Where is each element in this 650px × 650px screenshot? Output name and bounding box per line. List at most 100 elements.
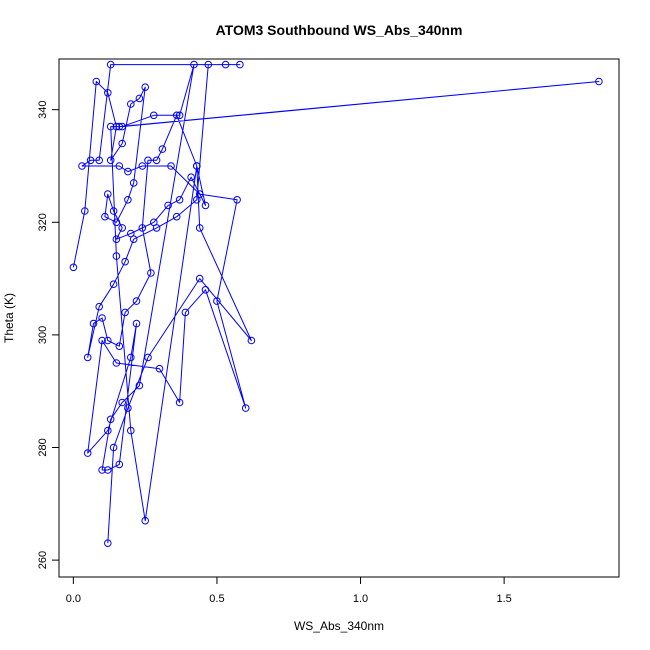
data-point xyxy=(106,60,115,69)
data-point xyxy=(175,398,184,407)
data-point xyxy=(86,156,95,165)
y-tick-label: 280 xyxy=(37,438,49,456)
data-point xyxy=(141,83,149,91)
data-point xyxy=(115,122,124,131)
data-point xyxy=(112,122,121,131)
data-point xyxy=(152,224,161,232)
data-point xyxy=(115,460,124,469)
x-axis-label: WS_Abs_340nm xyxy=(294,619,384,633)
data-point xyxy=(106,122,115,131)
data-point xyxy=(138,162,147,170)
data-point xyxy=(95,156,103,165)
data-point xyxy=(193,162,201,170)
data-point xyxy=(83,353,92,362)
data-point xyxy=(81,207,89,215)
data-point xyxy=(195,224,204,232)
data-point xyxy=(236,60,244,69)
data-point xyxy=(118,122,126,131)
data-point xyxy=(141,516,149,525)
x-tick-label: 0.5 xyxy=(209,593,224,605)
data-point xyxy=(118,398,126,407)
data-point xyxy=(247,336,256,345)
data-point xyxy=(204,60,213,69)
x-tick-label: 1.5 xyxy=(496,593,511,605)
y-axis-label: Theta (K) xyxy=(2,293,16,343)
data-point xyxy=(104,539,112,548)
data-point xyxy=(109,280,118,289)
data-point xyxy=(150,111,158,120)
data-point xyxy=(213,297,221,305)
data-point xyxy=(101,212,109,221)
data-point xyxy=(104,426,112,435)
data-point xyxy=(144,353,152,362)
data-point xyxy=(92,77,101,86)
data-point xyxy=(98,314,106,322)
data-point xyxy=(95,302,103,311)
data-point xyxy=(127,353,135,362)
data-point xyxy=(147,269,155,277)
x-tick-label: 1.0 xyxy=(353,593,368,605)
data-point xyxy=(115,342,124,351)
data-point xyxy=(132,319,141,328)
x-axis: 0.0 0.5 1.0 1.5 xyxy=(66,576,512,605)
data-point xyxy=(172,111,181,120)
data-point xyxy=(121,257,129,266)
data-point xyxy=(109,443,118,452)
y-tick-label: 340 xyxy=(37,100,49,118)
data-point xyxy=(109,207,118,215)
y-tick-label: 260 xyxy=(37,551,49,569)
data-point xyxy=(104,466,112,474)
data-point xyxy=(167,162,175,170)
data-point xyxy=(104,190,112,198)
data-point xyxy=(181,308,190,317)
data-point xyxy=(69,263,78,272)
data-point xyxy=(155,364,164,373)
data-point xyxy=(132,297,141,305)
chart-title: ATOM3 Southbound WS_Abs_340nm xyxy=(216,22,463,38)
series-layer xyxy=(69,60,603,548)
data-point xyxy=(135,381,144,390)
data-point xyxy=(112,218,121,227)
data-point xyxy=(233,196,241,204)
data-point xyxy=(112,235,121,243)
data-point xyxy=(138,224,147,232)
data-point xyxy=(127,100,135,108)
data-point xyxy=(201,286,210,294)
y-axis: 260 280 300 320 340 xyxy=(37,100,60,569)
data-point xyxy=(124,196,132,204)
data-point xyxy=(115,162,124,170)
data-point xyxy=(201,201,210,210)
data-point xyxy=(98,466,106,474)
data-point xyxy=(144,156,152,165)
data-point xyxy=(121,308,129,317)
data-point xyxy=(104,336,112,345)
data-point xyxy=(127,426,135,435)
data-point xyxy=(595,77,603,86)
data-point xyxy=(124,404,132,412)
data-point xyxy=(118,139,126,148)
data-point xyxy=(195,274,204,283)
data-point xyxy=(129,179,138,187)
data-point xyxy=(152,156,161,165)
data-point xyxy=(106,156,115,165)
data-point xyxy=(164,201,172,210)
y-tick-label: 300 xyxy=(37,326,49,344)
x-tick-label: 0.0 xyxy=(66,593,81,605)
data-point xyxy=(158,145,167,153)
data-point xyxy=(106,415,115,424)
data-point xyxy=(187,173,195,181)
y-tick-label: 320 xyxy=(37,213,49,231)
data-point xyxy=(104,89,112,97)
data-point xyxy=(118,224,126,232)
data-point xyxy=(98,336,106,345)
data-point xyxy=(124,167,132,176)
data-point xyxy=(195,190,204,198)
data-point xyxy=(175,111,184,120)
data-point xyxy=(135,94,144,103)
data-point xyxy=(83,449,92,457)
data-point xyxy=(175,196,184,204)
data-point xyxy=(190,60,198,69)
